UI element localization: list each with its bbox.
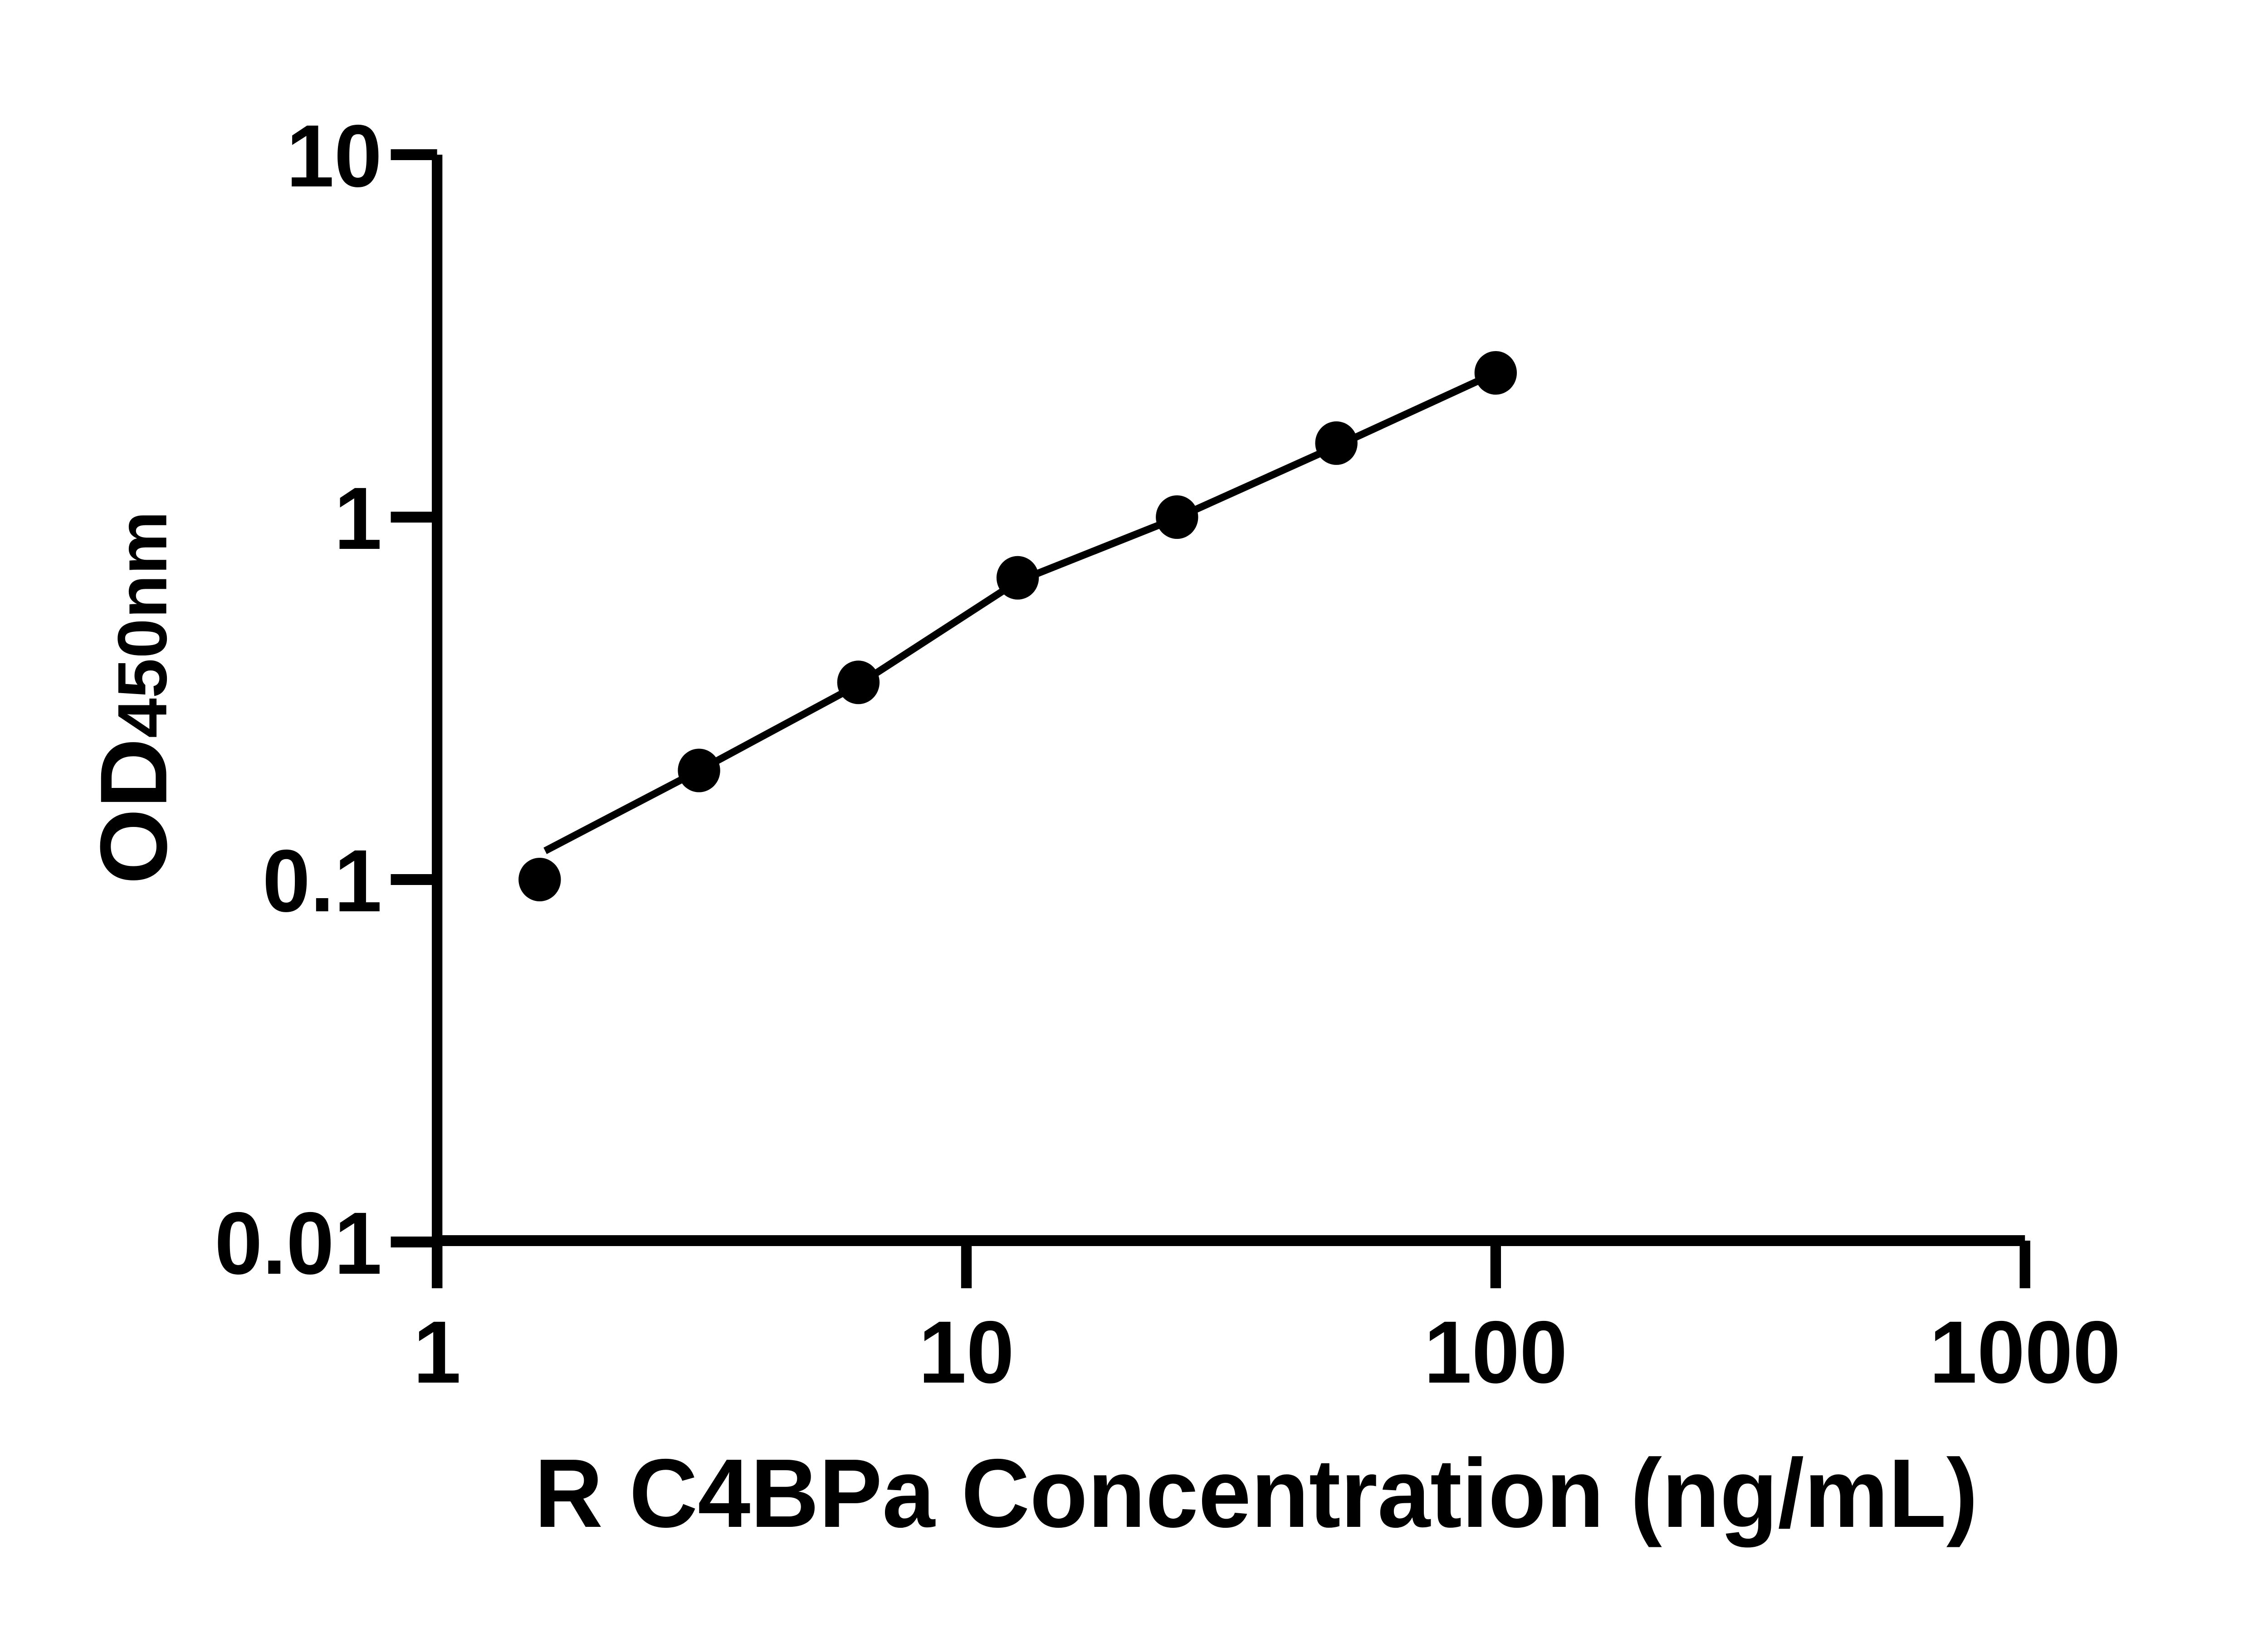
tick-marks [391,149,2030,1288]
x-tick-label-1000: 1000 [1929,1303,2121,1402]
data-points [518,351,1517,901]
y-axis-title-main: OD [80,738,186,885]
x-tick-label-100: 100 [1424,1303,1567,1402]
y-tick-label-0.01: 0.01 [215,1194,382,1293]
data-point-5 [1156,495,1198,539]
y-axis-title-sub: 450nm [104,511,182,738]
data-point-1 [518,858,561,901]
x-axis-title: R C4BPa Concentration (ng/mL) [534,1438,1978,1547]
y-tick-label-0.1: 0.1 [263,831,382,930]
axes [431,155,2025,1288]
y-axis-title: OD450nm [80,511,186,884]
data-point-2 [678,748,720,792]
data-point-4 [996,556,1039,600]
y-tick-label-1: 1 [334,469,382,568]
data-point-7 [1474,351,1517,395]
x-tick-label-10: 10 [919,1303,1014,1402]
tick-labels: 0.01 0.1 1 10 1 10 100 1000 [215,107,2121,1402]
y-tick-label-10: 10 [286,107,382,205]
x-tick-label-1: 1 [413,1303,461,1402]
data-point-6 [1315,421,1358,465]
data-point-3 [837,660,880,704]
